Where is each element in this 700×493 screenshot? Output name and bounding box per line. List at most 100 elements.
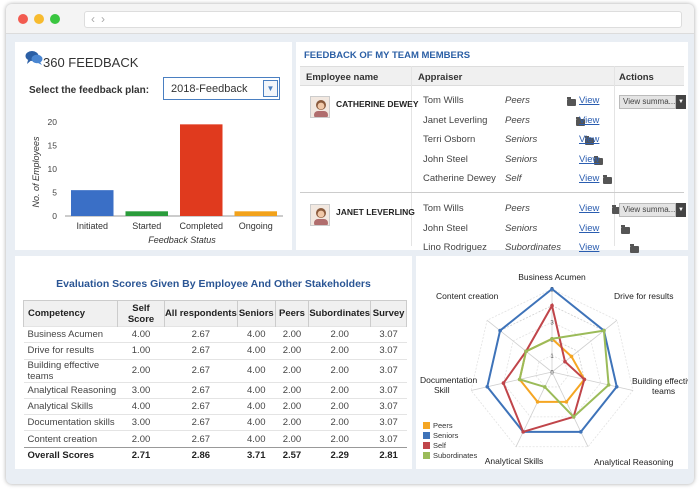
avatar <box>310 96 330 118</box>
view-summary-button[interactable]: View summa... <box>619 203 676 217</box>
plan-select[interactable]: 2018-Feedback ▼ <box>163 77 280 100</box>
chevron-down-icon[interactable]: ▼ <box>676 203 686 217</box>
competency-cell: Documentation skills <box>23 414 118 431</box>
appraiser-name: Terri Osborn <box>423 134 476 145</box>
radar-axis-label: Analytical Reasoning <box>594 457 674 467</box>
view-link[interactable]: View <box>579 95 600 106</box>
radar-point <box>524 349 528 354</box>
radar-point <box>485 384 490 389</box>
score-cell: 3.00 <box>117 381 165 399</box>
score-cell: 3.07 <box>370 414 407 431</box>
appraiser-name: Catherine Dewey <box>423 173 496 184</box>
score-cell: 2.67 <box>164 414 238 431</box>
competency-cell: Analytical Reasoning <box>23 381 118 399</box>
x-tick-label: Initiated <box>76 221 108 231</box>
view-link[interactable]: View <box>579 134 600 145</box>
table-row: Content creation 2.00 2.67 4.00 2.00 2.00 3.07 <box>23 430 407 448</box>
back-icon[interactable]: ‹ <box>91 12 95 26</box>
score-cell: 3.00 <box>117 414 165 431</box>
col-seniors: Seniors <box>236 300 276 327</box>
legend-swatch <box>423 452 430 459</box>
view-link[interactable]: View <box>579 222 600 234</box>
bar-initiated <box>70 190 114 216</box>
plan-label: Select the feedback plan: <box>29 85 150 96</box>
col-subordinates: Subordinates <box>308 300 372 327</box>
score-cell: 4.00 <box>237 325 276 343</box>
radar-spoke <box>551 371 589 447</box>
col-survey: Survey <box>370 300 407 327</box>
view-link[interactable]: View <box>579 173 600 184</box>
header-actions: Actions <box>619 72 654 83</box>
score-cell: 4.00 <box>117 325 165 343</box>
view-link[interactable]: View <box>579 242 600 253</box>
appraiser-relation: Peers <box>505 114 530 126</box>
maximize-window-button[interactable] <box>50 14 60 24</box>
employee-name: CATHERINE DEWEY <box>336 99 419 109</box>
chat-bubbles-icon <box>25 51 43 65</box>
table-row: Drive for results 1.00 2.67 4.00 2.00 2.00 3.0… <box>23 342 407 360</box>
view-link[interactable]: View <box>579 153 600 165</box>
appraiser-relation: Peers <box>505 95 530 106</box>
address-bar[interactable]: ‹ › <box>84 11 682 28</box>
score-cell: 4.00 <box>237 381 276 399</box>
panel-title: 360 FEEDBACK <box>43 55 139 70</box>
x-tick-label: Ongoing <box>239 221 273 231</box>
table-row: Business Acumen 4.00 2.67 4.00 2.00 2.00 3.07 <box>23 325 407 343</box>
radar-point <box>517 377 522 382</box>
score-cell: 4.00 <box>237 397 276 415</box>
score-cell: 3.07 <box>370 381 407 399</box>
appraiser-name: Janet Leverling <box>423 114 488 126</box>
radar-point <box>614 384 619 389</box>
y-tick-label: 10 <box>48 164 58 174</box>
score-cell: 2.71 <box>117 446 165 464</box>
legend-label: Subordinates <box>433 451 477 460</box>
view-link[interactable]: View <box>579 203 600 214</box>
score-cell: 2.29 <box>308 446 371 464</box>
score-cell: 4.00 <box>117 397 165 415</box>
radar-point <box>602 328 606 333</box>
score-cell: 2.57 <box>275 446 309 464</box>
chevron-down-icon[interactable]: ▼ <box>263 80 278 97</box>
chevron-down-icon[interactable]: ▼ <box>676 95 686 109</box>
legend-label: Peers <box>433 421 453 430</box>
avatar <box>310 204 330 226</box>
view-link[interactable]: View <box>579 114 600 126</box>
radar-point <box>498 328 502 333</box>
appraiser-relation: Seniors <box>505 153 538 165</box>
y-tick-label: 0 <box>52 211 57 221</box>
legend-swatch <box>423 442 430 449</box>
legend-swatch <box>423 422 430 429</box>
header-appraiser: Appraiser <box>418 72 463 83</box>
evaluation-table: Competency Self Score All respondents Se… <box>22 300 407 464</box>
competency-cell: Business Acumen <box>23 325 118 343</box>
appraiser-name: John Steel <box>423 153 468 165</box>
view-summary-button[interactable]: View summa... <box>619 95 676 109</box>
folder-icon <box>621 224 630 234</box>
legend-swatch <box>423 432 430 439</box>
score-cell: 2.00 <box>275 325 309 343</box>
score-cell: 3.71 <box>237 446 276 464</box>
team-table-header: Employee name Appraiser Actions <box>300 66 684 86</box>
radar-point <box>606 383 611 387</box>
forward-icon[interactable]: › <box>101 12 105 26</box>
radar-tick-label: 1 <box>550 354 554 360</box>
score-cell: 2.00 <box>117 430 165 448</box>
radar-grid-ring <box>503 321 601 418</box>
radar-point <box>550 337 554 341</box>
table-row: Overall Scores 2.71 2.86 3.71 2.57 2.29 2.81 <box>23 446 407 464</box>
minimize-window-button[interactable] <box>34 14 44 24</box>
plan-select-value: 2018-Feedback <box>171 83 248 95</box>
close-window-button[interactable] <box>18 14 28 24</box>
radar-series-seniors <box>486 287 618 433</box>
appraiser-name: Lino Rodriguez <box>423 242 487 253</box>
col-all: All respondents <box>163 300 238 327</box>
score-cell: 2.67 <box>164 342 238 360</box>
y-tick-label: 20 <box>48 117 58 127</box>
score-cell: 3.07 <box>370 358 407 383</box>
feedback-panel: 360 FEEDBACK Select the feedback plan: 2… <box>15 42 292 250</box>
score-cell: 2.67 <box>164 430 238 448</box>
radar-point <box>521 430 525 434</box>
bar-started <box>125 211 169 216</box>
folder-icon <box>594 155 603 165</box>
